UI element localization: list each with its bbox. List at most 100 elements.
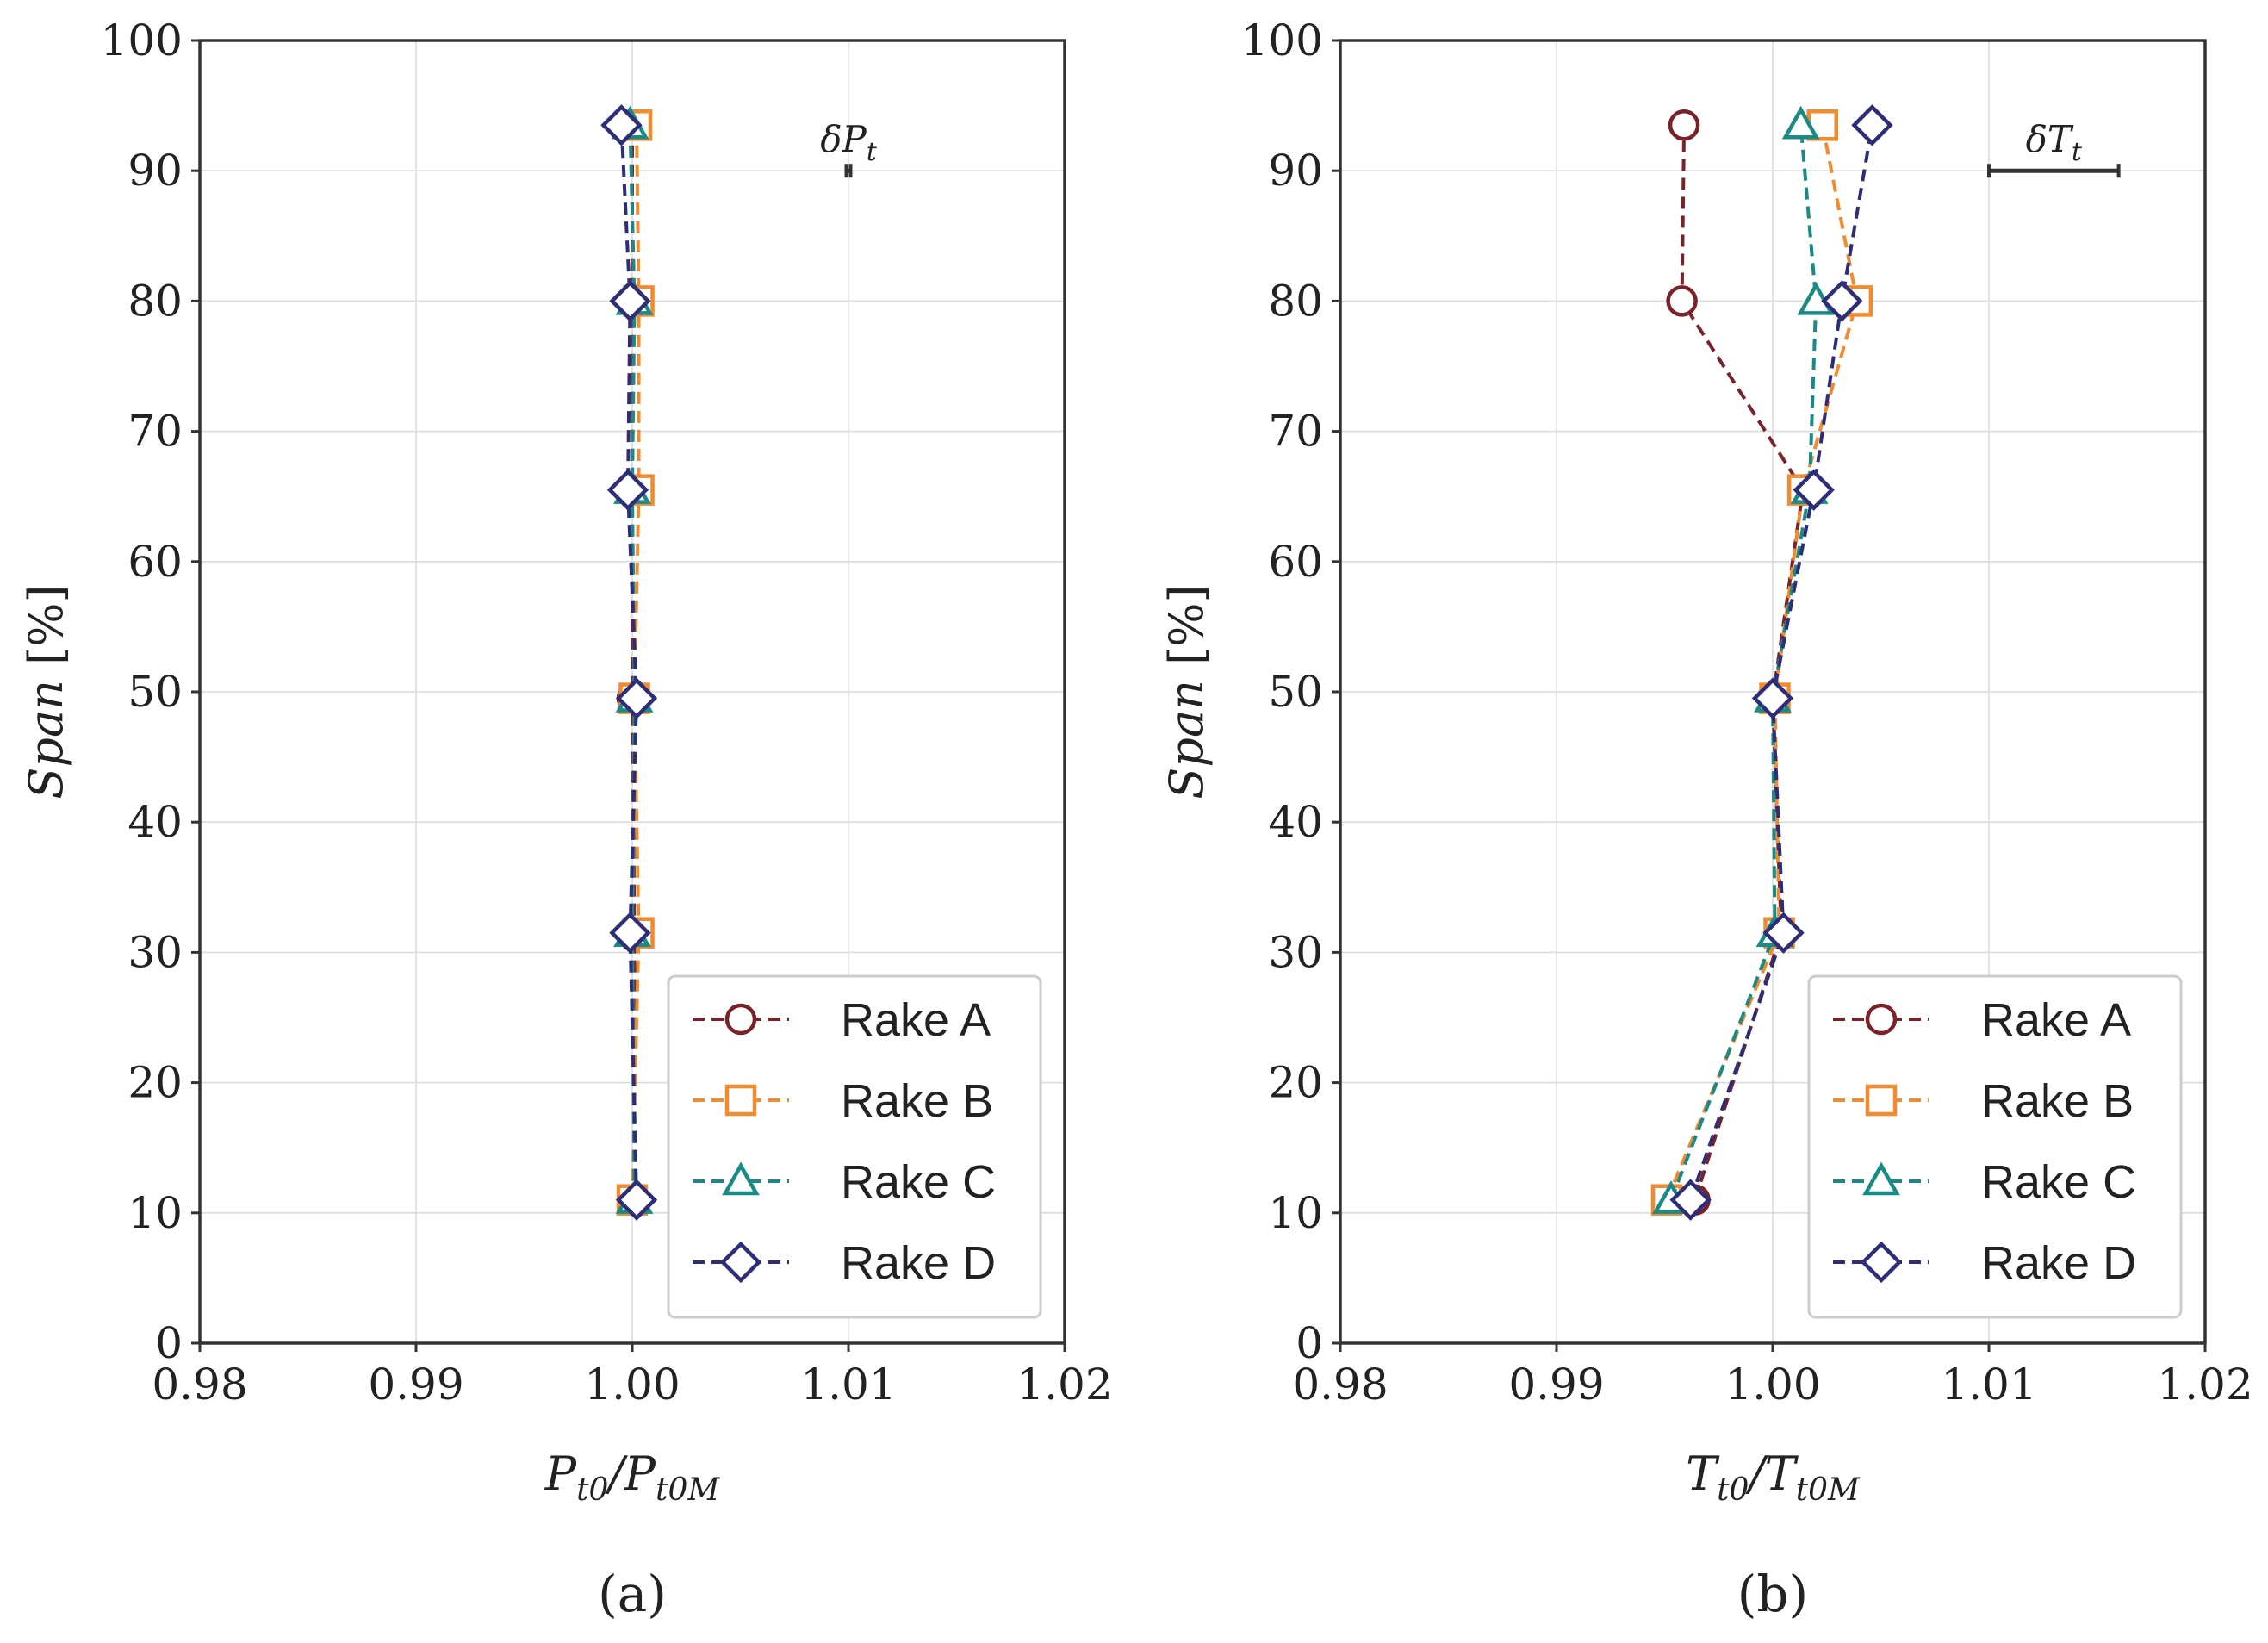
x-tick-label: 0.98: [152, 1360, 247, 1410]
data-point: [609, 280, 651, 322]
legend: Rake A Rake B Rake C Rake D: [1807, 974, 2183, 1319]
legend-marker: [1860, 1241, 1903, 1284]
legend-marker: [1865, 1084, 1898, 1117]
y-axis-label-italic: Span: [19, 680, 73, 800]
data-point: [615, 677, 658, 719]
x-tick-label: 1.02: [1016, 1360, 1112, 1410]
legend-label: Rake A: [841, 994, 991, 1046]
legend-label: Rake C: [841, 1156, 996, 1208]
x-axis-label-main: T: [1686, 1447, 1720, 1501]
data-point: [606, 469, 649, 511]
y-axis-label-italic: Span: [1159, 680, 1214, 800]
y-tick-label: 30: [1268, 927, 1323, 977]
series-line: [1688, 124, 1874, 1201]
legend-label: Rake B: [841, 1075, 993, 1127]
x-axis-label-main: P: [544, 1447, 578, 1501]
legend-marker: [722, 1161, 760, 1196]
data-point: [1762, 912, 1805, 954]
uncertainty-annotation: δPt: [820, 118, 878, 178]
series-line: [1665, 124, 1859, 1201]
legend-label: Rake A: [1981, 994, 2131, 1046]
series-line: [1669, 125, 1818, 1201]
x-tick-label: 1.01: [800, 1360, 896, 1410]
series-line: [1680, 125, 1805, 1201]
data-point: [1751, 677, 1794, 719]
legend-marker: [719, 1241, 762, 1284]
x-tick-label: 1.00: [1724, 1360, 1820, 1410]
data-point: [1793, 469, 1835, 511]
x-tick-label: 1.02: [2157, 1360, 2252, 1410]
uncertainty-subscript: t: [2072, 137, 2083, 167]
uncertainty-label: δTt: [2026, 118, 2083, 167]
y-tick-label: 20: [1268, 1058, 1323, 1108]
legend: Rake A Rake B Rake C Rake D: [667, 974, 1042, 1319]
y-tick-label: 40: [1268, 797, 1323, 847]
data-point: [1668, 109, 1700, 141]
legend-entry: Rake A: [1833, 994, 2131, 1046]
x-tick-label: 1.00: [584, 1360, 680, 1410]
uncertainty-label: δPt: [820, 118, 878, 167]
y-tick-label: 80: [127, 276, 183, 326]
x-axis-label-slash: /T: [1744, 1447, 1799, 1501]
y-tick-label: 100: [1241, 16, 1323, 65]
y-axis-label-rest: [%]: [19, 584, 73, 680]
data-point: [1781, 105, 1820, 140]
legend-entry: Rake B: [693, 1075, 993, 1127]
y-tick-label: 20: [127, 1058, 183, 1108]
data-point: [1851, 104, 1893, 146]
panel-caption: (b): [1737, 1565, 1808, 1623]
legend-entry: Rake A: [693, 994, 991, 1046]
legend-box: [1807, 974, 2183, 1319]
legend-marker: [1862, 1161, 1900, 1196]
y-tick-label: 30: [127, 927, 183, 977]
y-tick-label: 80: [1268, 276, 1323, 326]
legend-entry: Rake C: [693, 1156, 996, 1208]
y-tick-label: 90: [1268, 146, 1323, 196]
x-axis-label: Tt0/Tt0M: [1686, 1447, 1861, 1508]
y-tick-label: 10: [1268, 1188, 1323, 1238]
legend-marker: [1865, 1003, 1898, 1036]
y-tick-label: 10: [127, 1188, 183, 1238]
y-tick-label: 70: [127, 407, 183, 457]
x-axis-label-sub: t0: [576, 1472, 608, 1508]
x-tick-label: 0.99: [1508, 1360, 1604, 1410]
y-axis-label: Span [%]: [19, 584, 73, 799]
y-axis-label-rest: [%]: [1159, 584, 1214, 680]
legend-label: Rake C: [1981, 1156, 2136, 1208]
series-rake-d: [1669, 104, 1893, 1221]
y-tick-label: 50: [127, 667, 183, 717]
data-point: [1821, 280, 1863, 322]
legend-label: Rake B: [1981, 1075, 2134, 1127]
legend-entry: Rake D: [693, 1237, 996, 1289]
data-point: [615, 1179, 658, 1221]
y-tick-label: 0: [155, 1318, 183, 1368]
legend-marker: [724, 1003, 757, 1036]
x-tick-label: 1.01: [1941, 1360, 2036, 1410]
y-axis-label: Span [%]: [1159, 584, 1214, 799]
legend-label: Rake D: [841, 1237, 996, 1289]
data-point: [609, 912, 651, 954]
data-point: [1666, 285, 1698, 317]
legend-entry: Rake B: [1833, 1075, 2134, 1127]
chart-panel-a: δPt 0.98 0.99 1.00 1.01 1.02 0 10 20 30 40 50 60 70 80…: [19, 16, 1113, 1623]
y-tick-label: 50: [1268, 667, 1323, 717]
y-tick-label: 70: [1268, 407, 1323, 457]
uncertainty-annotation: δTt: [1987, 118, 2121, 178]
x-tick-label: 0.98: [1292, 1360, 1388, 1410]
y-tick-label: 60: [1268, 537, 1323, 587]
uncertainty-symbol: δP: [820, 118, 867, 160]
legend-label: Rake D: [1981, 1237, 2136, 1289]
y-tick-label: 60: [127, 537, 183, 587]
series-rake-d: [600, 104, 658, 1221]
x-axis-label-slash: /P: [604, 1447, 656, 1501]
y-tick-label: 0: [1296, 1318, 1323, 1368]
x-tick-label: 0.99: [368, 1360, 463, 1410]
panel-caption: (a): [598, 1565, 667, 1623]
x-axis-label-sub: t0: [1717, 1472, 1749, 1508]
data-point: [600, 104, 643, 146]
legend-marker: [724, 1084, 757, 1117]
chart-panel-b: δTt 0.98 0.99 1.00 1.01 1.02 0 10 20 30 40 50 60 70 80…: [1159, 16, 2253, 1623]
y-tick-label: 40: [127, 797, 183, 847]
uncertainty-subscript: t: [867, 137, 878, 167]
